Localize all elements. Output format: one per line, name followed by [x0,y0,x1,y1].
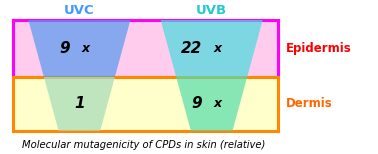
Polygon shape [28,20,130,77]
Text: x: x [214,42,222,55]
Polygon shape [176,77,247,131]
Text: 9: 9 [59,41,70,56]
Polygon shape [161,20,263,77]
Text: UVB: UVB [196,4,227,16]
Text: UVC: UVC [64,4,95,16]
Text: Dermis: Dermis [285,97,332,110]
Text: x: x [81,42,89,55]
Text: Molecular mutagenicity of CPDs in skin (relative): Molecular mutagenicity of CPDs in skin (… [22,140,265,150]
Text: x: x [214,97,222,110]
Text: 1: 1 [74,96,85,111]
Text: Epidermis: Epidermis [285,42,351,55]
Text: 9: 9 [192,96,202,111]
Bar [13,77,278,131]
Bar [13,20,278,77]
Text: 22: 22 [181,41,202,56]
Polygon shape [44,77,115,131]
